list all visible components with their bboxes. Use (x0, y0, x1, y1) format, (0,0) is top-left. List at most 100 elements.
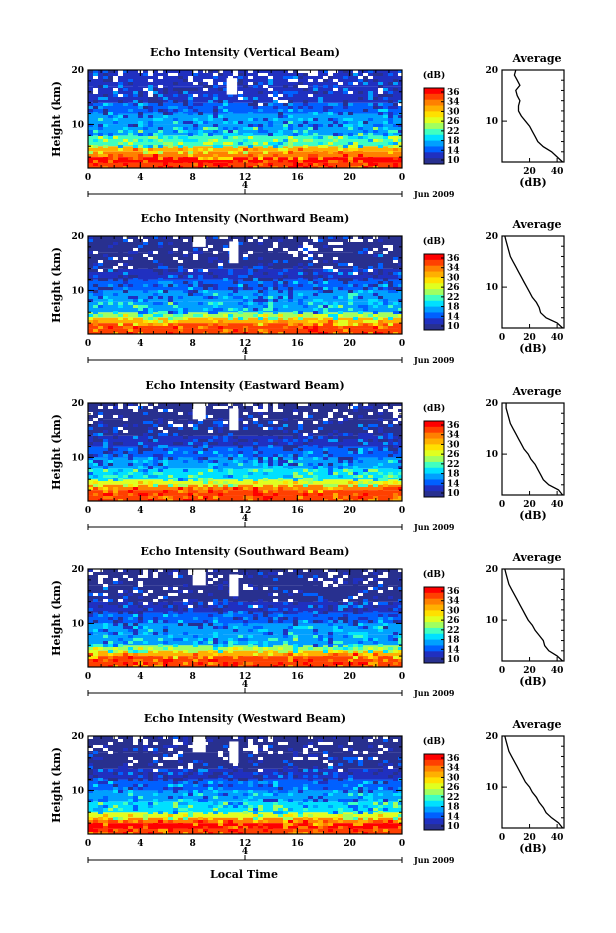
intensity-cell (123, 451, 128, 454)
intensity-cell (328, 638, 333, 641)
intensity-cell (103, 781, 108, 784)
intensity-cell (198, 278, 203, 281)
intensity-cell (198, 602, 203, 605)
intensity-cell (263, 629, 268, 632)
intensity-cell (133, 602, 138, 605)
intensity-cell (283, 91, 288, 94)
intensity-cell (283, 148, 288, 151)
intensity-cell (223, 623, 228, 626)
intensity-cell (358, 578, 363, 581)
intensity-cell (143, 745, 148, 748)
intensity-cell (113, 242, 118, 245)
intensity-cell (328, 653, 333, 656)
intensity-cell (273, 260, 278, 263)
intensity-cell (203, 620, 208, 623)
intensity-cell (288, 127, 293, 130)
intensity-cell (233, 662, 238, 665)
intensity-cell (303, 469, 308, 472)
intensity-cell (158, 76, 163, 79)
intensity-cell (183, 115, 188, 118)
intensity-cell (263, 472, 268, 475)
intensity-cell (393, 659, 398, 662)
intensity-cell (218, 323, 223, 326)
intensity-cell (243, 460, 248, 463)
intensity-cell (328, 142, 333, 145)
intensity-cell (393, 311, 398, 314)
intensity-cell (358, 760, 363, 763)
intensity-cell (293, 608, 298, 611)
intensity-cell (388, 106, 393, 109)
intensity-cell (333, 287, 338, 290)
intensity-cell (143, 433, 148, 436)
intensity-cell (293, 626, 298, 629)
intensity-cell (108, 284, 113, 287)
intensity-cell (263, 644, 268, 647)
intensity-cell (198, 457, 203, 460)
intensity-cell (283, 653, 288, 656)
colorbar-tick-label: 22 (447, 460, 460, 470)
intensity-cell (383, 302, 388, 305)
intensity-cell (388, 424, 393, 427)
intensity-cell (158, 421, 163, 424)
intensity-cell (278, 602, 283, 605)
intensity-cell (168, 281, 173, 284)
intensity-cell (268, 154, 273, 157)
intensity-cell (173, 136, 178, 139)
intensity-cell (208, 445, 213, 448)
colorbar-swatch (424, 100, 444, 106)
intensity-cell (113, 599, 118, 602)
intensity-cell (258, 124, 263, 127)
intensity-cell (133, 251, 138, 254)
intensity-cell (288, 656, 293, 659)
intensity-cell (283, 635, 288, 638)
colorbar-tick-label: 26 (447, 616, 460, 626)
intensity-cell (188, 793, 193, 796)
intensity-cell (193, 629, 198, 632)
intensity-cell (278, 457, 283, 460)
intensity-cell (88, 487, 93, 490)
date-axis-day-label: 4 (242, 181, 248, 191)
intensity-cell (173, 160, 178, 163)
intensity-cell (313, 775, 318, 778)
intensity-cell (348, 242, 353, 245)
intensity-cell (148, 433, 153, 436)
intensity-cell (298, 326, 303, 329)
intensity-cell (213, 460, 218, 463)
intensity-cell (358, 323, 363, 326)
intensity-cell (363, 251, 368, 254)
intensity-cell (113, 157, 118, 160)
intensity-cell (243, 299, 248, 302)
intensity-cell (193, 769, 198, 772)
intensity-cell (303, 296, 308, 299)
intensity-cell (103, 493, 108, 496)
intensity-cell (388, 629, 393, 632)
intensity-cell (108, 778, 113, 781)
intensity-cell (173, 418, 178, 421)
intensity-cell (373, 605, 378, 608)
intensity-cell (308, 415, 313, 418)
intensity-cell (313, 466, 318, 469)
intensity-cell (323, 790, 328, 793)
intensity-cell (348, 157, 353, 160)
intensity-cell (368, 97, 373, 100)
intensity-cell (238, 97, 243, 100)
intensity-cell (238, 239, 243, 242)
intensity-cell (163, 629, 168, 632)
intensity-cell (198, 421, 203, 424)
beam-panel: Echo Intensity (Vertical Beam)2010Height… (50, 46, 564, 199)
intensity-cell (358, 136, 363, 139)
intensity-cell (368, 451, 373, 454)
intensity-cell (218, 73, 223, 76)
intensity-cell (323, 79, 328, 82)
intensity-cell (223, 436, 228, 439)
intensity-cell (233, 766, 238, 769)
intensity-cell (228, 484, 233, 487)
intensity-cell (138, 593, 143, 596)
intensity-cell (183, 100, 188, 103)
colorbar-tick-label: 18 (447, 137, 460, 147)
intensity-cell (173, 424, 178, 427)
intensity-cell (373, 611, 378, 614)
y-tick-label: 20 (71, 399, 84, 409)
intensity-cell (118, 757, 123, 760)
intensity-cell (323, 451, 328, 454)
